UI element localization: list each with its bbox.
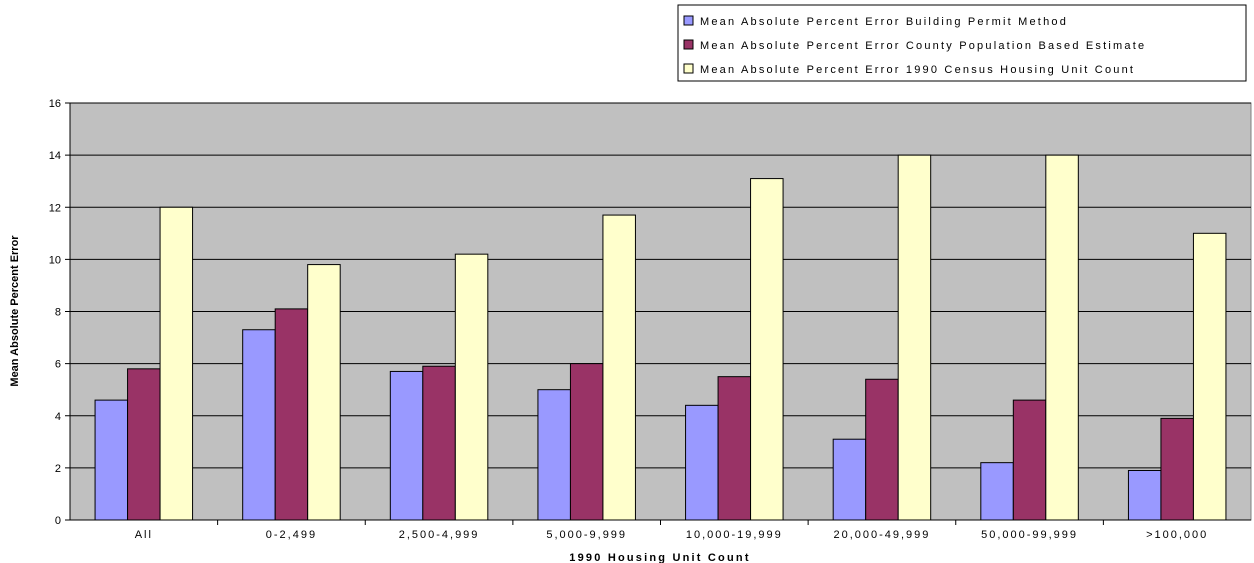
- y-tick-label: 14: [49, 150, 61, 162]
- bar: [242, 329, 276, 521]
- legend-swatch: [683, 15, 694, 26]
- bar: [1012, 399, 1047, 521]
- bar: [750, 178, 784, 521]
- bar: [897, 154, 932, 521]
- bar: [832, 438, 867, 521]
- legend: Mean Absolute Percent Error Building Per…: [677, 4, 1247, 82]
- legend-label: Mean Absolute Percent Error County Popul…: [700, 40, 1146, 52]
- bar: [1160, 417, 1194, 521]
- bar: [537, 389, 571, 521]
- x-tick-label: 0-2,499: [266, 529, 317, 541]
- legend-box: [677, 4, 1247, 82]
- y-tick-label: 4: [55, 411, 61, 423]
- y-tick-label: 10: [49, 254, 61, 266]
- bar: [1192, 232, 1227, 521]
- x-tick-label: 20,000-49,999: [833, 529, 930, 541]
- x-tick-label: All: [135, 529, 153, 541]
- x-tick-label: 50,000-99,999: [981, 529, 1078, 541]
- bar: [980, 462, 1014, 521]
- bar: [127, 368, 161, 521]
- legend-swatch: [683, 39, 694, 50]
- bar: [685, 404, 719, 521]
- x-axis-title: 1990 Housing Unit Count: [569, 552, 750, 563]
- y-tick-label: 8: [55, 307, 61, 319]
- y-tick-label: 2: [55, 463, 61, 475]
- x-tick-label: >100,000: [1146, 529, 1208, 541]
- bar: [307, 264, 341, 521]
- bar: [454, 253, 489, 521]
- bar: [1127, 469, 1162, 521]
- bar: [159, 206, 194, 521]
- bar: [865, 378, 899, 521]
- y-tick-label: 16: [49, 98, 61, 110]
- bar: [717, 376, 752, 521]
- x-tick-label: 10,000-19,999: [686, 529, 783, 541]
- x-tick-label: 2,500-4,999: [399, 529, 480, 541]
- y-tick-label: 6: [55, 359, 61, 371]
- legend-label: Mean Absolute Percent Error Building Per…: [700, 16, 1068, 28]
- legend-swatch: [683, 63, 694, 74]
- y-tick-label: 0: [55, 515, 61, 527]
- bar: [569, 363, 604, 521]
- bar: [274, 308, 309, 521]
- bar: [422, 365, 456, 521]
- bar: [389, 370, 424, 521]
- bar: [602, 214, 636, 521]
- bar: [94, 399, 129, 521]
- legend-label: Mean Absolute Percent Error 1990 Census …: [700, 64, 1135, 76]
- y-axis-title: Mean Absolute Percent Error: [9, 235, 21, 387]
- bar: [1045, 154, 1079, 521]
- bars: [94, 154, 1227, 521]
- x-tick-label: 5,000-9,999: [546, 529, 627, 541]
- axes: 0 2 4 6 8 10 12 14 16 All 0-2,499 2,500-4,999 5,000-…: [49, 98, 1251, 541]
- y-tick-label: 12: [49, 202, 61, 214]
